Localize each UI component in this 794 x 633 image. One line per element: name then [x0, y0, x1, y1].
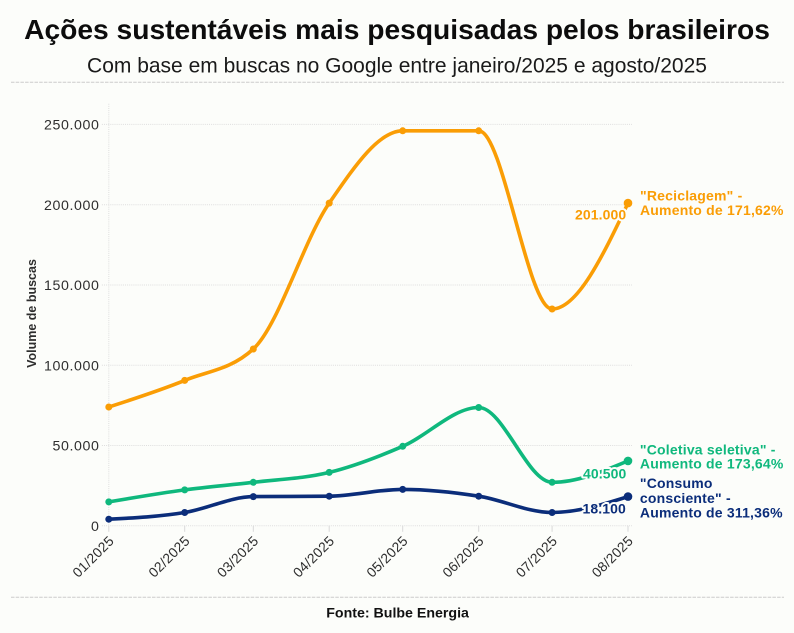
svg-text:100.000: 100.000 — [44, 358, 99, 374]
svg-text:201.000: 201.000 — [575, 206, 626, 222]
svg-text:consciente" -: consciente" - — [640, 490, 731, 506]
svg-text:200.000: 200.000 — [44, 198, 99, 214]
svg-text:Ações sustentáveis mais pesqui: Ações sustentáveis mais pesquisadas pelo… — [24, 13, 770, 45]
svg-text:Volume de buscas: Volume de buscas — [25, 259, 39, 368]
svg-text:40.500: 40.500 — [583, 466, 627, 482]
svg-text:0: 0 — [91, 519, 100, 535]
svg-text:"Coletiva seletiva" -: "Coletiva seletiva" - — [640, 442, 776, 458]
svg-text:Aumento de 173,64%: Aumento de 173,64% — [640, 455, 784, 471]
svg-text:50.000: 50.000 — [53, 439, 100, 455]
svg-text:"Reciclagem" -: "Reciclagem" - — [640, 187, 743, 203]
svg-text:250.000: 250.000 — [44, 118, 99, 134]
svg-text:Fonte: Bulbe Energia: Fonte: Bulbe Energia — [326, 606, 469, 622]
svg-text:150.000: 150.000 — [44, 278, 99, 294]
svg-text:Aumento de 171,62%: Aumento de 171,62% — [640, 202, 784, 218]
svg-text:"Consumo: "Consumo — [640, 475, 713, 491]
svg-text:18.100: 18.100 — [582, 501, 626, 517]
svg-text:Aumento de 311,36%: Aumento de 311,36% — [640, 505, 783, 521]
svg-text:Com base em buscas no Google e: Com base em buscas no Google entre janei… — [87, 55, 707, 78]
